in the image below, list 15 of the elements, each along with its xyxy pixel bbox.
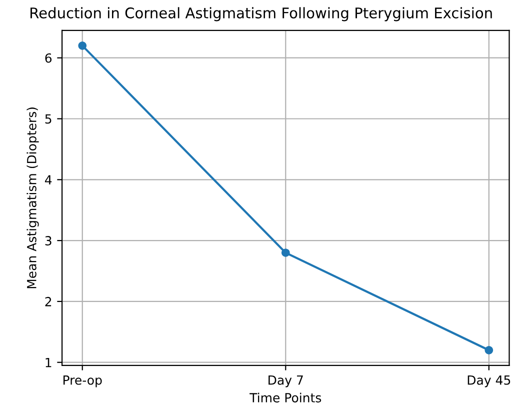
y-tick-label: 3 (45, 236, 52, 246)
y-tick-label: 6 (45, 53, 52, 63)
y-tick-label: 1 (46, 358, 52, 368)
point (484, 346, 494, 354)
point (281, 248, 290, 257)
y-tick-label: 4 (44, 175, 52, 184)
chart-title: Reduction in Corneal Astigmatism Following Pterygium Excision (30, 7, 492, 22)
y-tick-label: 2 (45, 296, 52, 306)
x-axis-title: Time Points (250, 392, 322, 402)
y-axis-title: Mean Astigmatism (Diopters) (26, 108, 39, 288)
y-tick-label: 5 (45, 114, 52, 124)
x-tick-label: Day 45 (468, 376, 510, 388)
x-tick-label: Pre-op (63, 376, 102, 388)
x-tick-label: Day 7 (268, 376, 303, 388)
point (78, 42, 87, 50)
